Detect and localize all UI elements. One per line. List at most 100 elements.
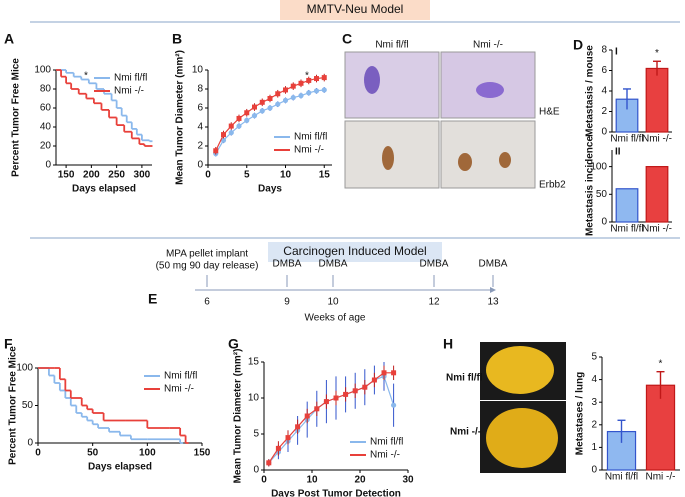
image-detail	[458, 153, 472, 171]
x-tick-label: Nmi -/-	[642, 134, 672, 145]
event-week: 6	[204, 297, 210, 308]
y-tick-label: 4	[591, 374, 597, 385]
y-tick-label: 2	[591, 419, 597, 430]
legend-label: Nmi fl/fl	[114, 73, 147, 84]
x-tick-label: 300	[134, 170, 151, 181]
x-tick-label: 5	[244, 170, 250, 181]
marker	[267, 105, 273, 111]
legend-label: Nmi -/-	[294, 145, 324, 156]
marker	[371, 377, 377, 383]
image-label: Nmi -/-	[450, 427, 481, 438]
y-tick-label: 0	[601, 127, 607, 138]
marker	[295, 424, 301, 430]
y-axis-label: Percent Tumor Free Mice	[11, 58, 22, 177]
panel-letter: H	[443, 336, 453, 352]
event-week: 10	[327, 297, 339, 308]
x-tick-label: 0	[261, 475, 267, 486]
y-tick-label: 6	[197, 103, 203, 114]
timeline-arrowhead	[490, 287, 496, 293]
marker	[252, 104, 257, 110]
y-tick-label: 10	[192, 65, 204, 76]
marker	[298, 93, 304, 99]
marker	[391, 370, 397, 376]
header-box	[280, 0, 430, 20]
marker	[321, 75, 327, 81]
section-header: MMTV-Neu Model	[307, 2, 404, 16]
y-tick-label: 0	[253, 465, 259, 476]
annotation: *	[305, 71, 309, 82]
panel-letter: G	[228, 336, 239, 352]
marker	[283, 87, 288, 93]
timeline-label: Weeks of age	[305, 313, 366, 324]
y-tick-label: 1	[591, 442, 597, 453]
x-tick-label: 10	[306, 475, 318, 486]
marker	[381, 370, 387, 376]
legend-label: Nmi -/-	[370, 450, 400, 461]
bar	[645, 166, 669, 223]
y-tick-label: 6	[601, 65, 607, 76]
annotation: *	[655, 48, 659, 59]
marker	[275, 101, 281, 107]
event-label: DMBA	[479, 259, 508, 270]
x-tick-label: 15	[319, 170, 331, 181]
column-label: Nmi -/-	[473, 40, 503, 51]
row-label: Erbb2	[539, 180, 566, 191]
panel-letter: A	[4, 31, 14, 47]
y-tick-label: 50	[22, 400, 34, 411]
legend-label: Nmi -/-	[164, 384, 194, 395]
event-label: MPA pellet implant	[166, 249, 248, 260]
image-detail	[382, 146, 394, 170]
marker	[285, 435, 291, 441]
x-tick-label: Nmi -/-	[642, 224, 672, 235]
marker	[282, 97, 289, 103]
image-label: Nmi fl/fl	[446, 373, 483, 384]
y-tick-label: 100	[590, 161, 607, 172]
y-tick-label: 0	[591, 465, 597, 476]
x-axis-label: Days Post Tumor Detection	[271, 489, 401, 497]
x-tick-label: Nmi -/-	[646, 472, 676, 483]
marker	[306, 90, 312, 96]
marker	[323, 399, 329, 405]
marker	[313, 88, 320, 94]
y-tick-label: 10	[248, 393, 260, 404]
legend-label: Nmi -/-	[114, 86, 144, 97]
marker	[221, 132, 226, 138]
x-tick-label: 50	[87, 448, 99, 459]
marker	[259, 108, 265, 114]
bar	[615, 188, 639, 223]
legend-label: Nmi fl/fl	[164, 371, 197, 382]
sub-label: II	[615, 147, 621, 158]
marker	[259, 99, 265, 105]
marker	[213, 148, 219, 154]
panel-letter: B	[172, 31, 182, 47]
marker	[251, 113, 258, 119]
y-tick-label: 4	[197, 122, 203, 133]
y-tick-label: 60	[40, 103, 52, 114]
annotation: *	[84, 71, 88, 82]
header-box	[268, 242, 442, 262]
event-week: 9	[284, 297, 290, 308]
panel-letter: E	[148, 291, 157, 307]
column-label: Nmi fl/fl	[375, 40, 408, 51]
x-tick-label: 250	[108, 170, 125, 181]
marker	[306, 77, 312, 83]
bar	[645, 67, 669, 133]
y-axis-label: Mean Tumor Diameter (mm²)	[175, 50, 186, 185]
marker	[290, 83, 296, 89]
image-detail	[486, 408, 558, 468]
image-detail	[486, 346, 554, 394]
marker	[314, 76, 319, 82]
marker	[228, 130, 234, 136]
annotation: *	[659, 358, 663, 369]
bar	[645, 384, 676, 471]
event-note: (50 mg 90 day release)	[156, 261, 259, 272]
x-tick-label: 100	[139, 448, 156, 459]
panel-letter: C	[342, 31, 352, 47]
panel-letter: D	[573, 37, 583, 53]
marker	[267, 96, 273, 101]
x-tick-label: Nmi fl/fl	[610, 134, 643, 145]
x-tick-label: 0	[205, 170, 211, 181]
marker	[343, 391, 349, 397]
marker	[275, 445, 281, 451]
